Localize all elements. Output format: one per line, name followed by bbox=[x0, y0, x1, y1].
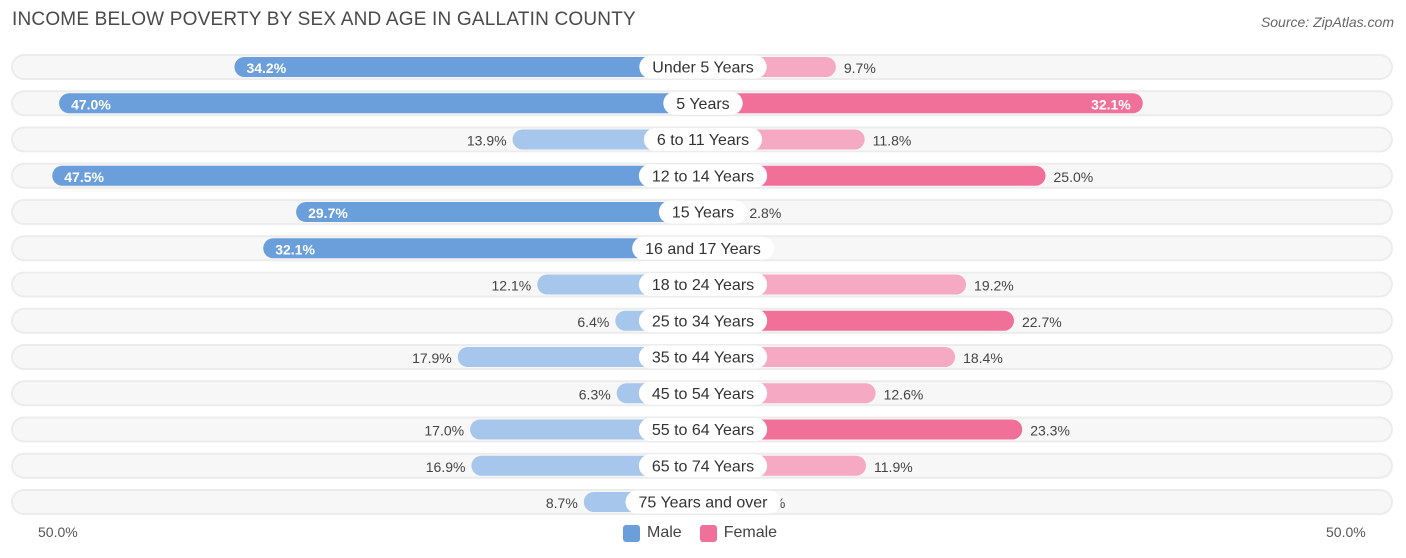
male-value-label: 16.9% bbox=[426, 459, 466, 475]
category-pill bbox=[639, 55, 767, 79]
category-label: 6 to 11 Years bbox=[657, 132, 749, 149]
category-label: 65 to 74 Years bbox=[652, 458, 754, 475]
category-pill bbox=[658, 200, 748, 224]
legend-swatch-male bbox=[623, 524, 640, 542]
legend-label-female: Female bbox=[723, 524, 778, 541]
male-value-label: 47.0% bbox=[71, 96, 111, 112]
female-value-label: 18.4% bbox=[963, 350, 1003, 366]
female-value-label: 25.0% bbox=[1054, 169, 1094, 185]
female-bar bbox=[693, 419, 1023, 440]
legend-swatch-female bbox=[699, 524, 717, 542]
category-label: 45 to 54 Years bbox=[652, 386, 754, 403]
female-value-label: 11.9% bbox=[874, 459, 913, 475]
male-value-label: 13.9% bbox=[467, 133, 507, 149]
male-bar bbox=[52, 165, 713, 186]
male-bar bbox=[59, 93, 714, 114]
male-value-label: 6.3% bbox=[579, 386, 611, 402]
male-value-label: 6.4% bbox=[577, 314, 609, 330]
legend-label-male: Male bbox=[647, 524, 682, 541]
legend: Male Female bbox=[623, 524, 795, 542]
female-value-label: 12.6% bbox=[884, 386, 924, 402]
category-label: 16 and 17 Years bbox=[645, 241, 761, 258]
category-pill bbox=[638, 345, 768, 369]
category-label: 35 to 44 Years bbox=[652, 350, 754, 367]
category-pill bbox=[643, 128, 763, 151]
axis-max-label: 50.0% bbox=[1326, 524, 1366, 540]
legend-entry-female: Female bbox=[699, 524, 778, 542]
chart-plot: 34.2% 9.7% Under 5 Years 47.0% 32.1% 5 Years 1… bbox=[11, 54, 1393, 515]
category-pill bbox=[632, 236, 774, 260]
axis-min-label: 50.0% bbox=[38, 524, 78, 540]
female-value-label: 23.3% bbox=[1030, 423, 1070, 439]
female-bar bbox=[693, 165, 1046, 186]
male-value-label: 12.1% bbox=[492, 278, 532, 294]
category-pill bbox=[638, 454, 768, 478]
female-bar bbox=[693, 310, 1014, 331]
chart-title: INCOME BELOW POVERTY BY SEX AND AGE IN G… bbox=[12, 9, 636, 30]
female-value-label: 22.7% bbox=[1022, 314, 1062, 330]
male-value-label: 29.7% bbox=[308, 205, 348, 221]
category-pill bbox=[625, 490, 781, 514]
male-value-label: 34.2% bbox=[246, 60, 286, 76]
male-bar bbox=[263, 238, 713, 259]
category-pill bbox=[638, 418, 768, 441]
category-label: 75 Years and over bbox=[639, 495, 769, 512]
female-value-label: 9.7% bbox=[844, 60, 876, 76]
male-value-label: 8.7% bbox=[546, 495, 578, 511]
legend-entry-male: Male bbox=[623, 524, 682, 542]
category-pill bbox=[638, 273, 768, 296]
category-label: Under 5 Years bbox=[652, 60, 753, 77]
female-value-label: 2.8% bbox=[749, 205, 781, 221]
category-label: 25 to 34 Years bbox=[652, 313, 754, 330]
category-label: 5 Years bbox=[676, 96, 729, 113]
female-bar bbox=[693, 93, 1143, 114]
category-pill bbox=[638, 164, 768, 188]
category-pill bbox=[663, 91, 743, 115]
category-label: 15 Years bbox=[672, 205, 734, 222]
female-value-label: 11.8% bbox=[873, 133, 912, 149]
male-value-label: 32.1% bbox=[275, 241, 315, 257]
female-value-label: 19.2% bbox=[974, 278, 1014, 294]
category-pill bbox=[638, 381, 768, 405]
chart-source: Source: ZipAtlas.com bbox=[1260, 14, 1394, 30]
male-value-label: 17.9% bbox=[412, 350, 452, 366]
male-bar bbox=[296, 202, 713, 222]
category-pill bbox=[638, 309, 768, 333]
category-label: 18 to 24 Years bbox=[652, 277, 754, 294]
category-label: 55 to 64 Years bbox=[652, 422, 754, 439]
male-bar bbox=[234, 57, 713, 77]
female-value-label: 32.1% bbox=[1091, 96, 1131, 112]
category-label: 12 to 14 Years bbox=[652, 168, 754, 185]
male-value-label: 47.5% bbox=[64, 169, 104, 185]
male-value-label: 17.0% bbox=[424, 423, 464, 439]
